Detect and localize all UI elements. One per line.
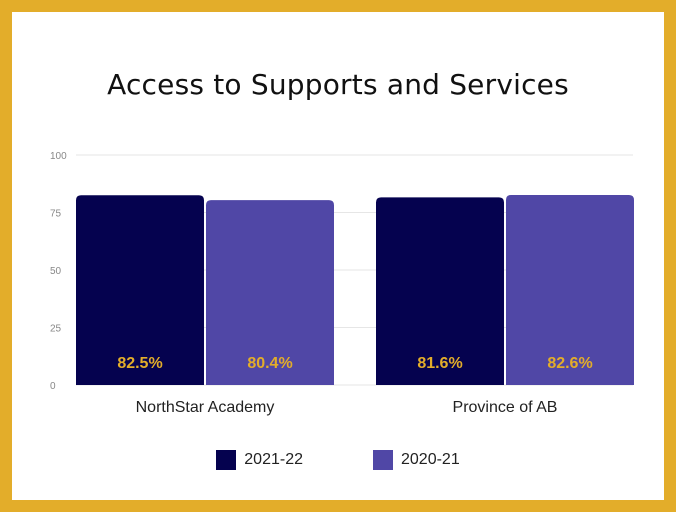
bar-2021-22-northstar-academy <box>76 195 204 385</box>
x-tick-label: Province of AB <box>453 399 558 416</box>
legend-label-2021-22: 2021-22 <box>244 451 303 468</box>
data-label: 82.5% <box>117 355 162 372</box>
legend-swatch-2020-21 <box>373 450 393 470</box>
legend-swatch-2021-22 <box>216 450 237 470</box>
bar-2020-21-province-of-ab <box>506 195 634 385</box>
bar-2021-22-province-of-ab <box>376 197 504 385</box>
legend: 2021-22 2020-21 <box>0 450 676 470</box>
data-label: 82.6% <box>547 355 592 372</box>
y-tick-label: 25 <box>50 324 62 335</box>
legend-item-2020-21: 2020-21 <box>373 450 460 470</box>
y-tick-label: 50 <box>50 266 62 277</box>
chart-title: Access to Supports and Services <box>107 68 569 101</box>
data-label: 81.6% <box>417 355 462 372</box>
legend-item-2021-22: 2021-22 <box>216 450 303 470</box>
x-tick-label: NorthStar Academy <box>136 399 275 416</box>
legend-label-2020-21: 2020-21 <box>401 451 460 468</box>
y-tick-label: 0 <box>50 381 56 392</box>
y-tick-label: 100 <box>50 151 67 162</box>
bar-2020-21-northstar-academy <box>206 200 334 385</box>
y-tick-label: 75 <box>50 209 62 220</box>
data-label: 80.4% <box>247 355 292 372</box>
